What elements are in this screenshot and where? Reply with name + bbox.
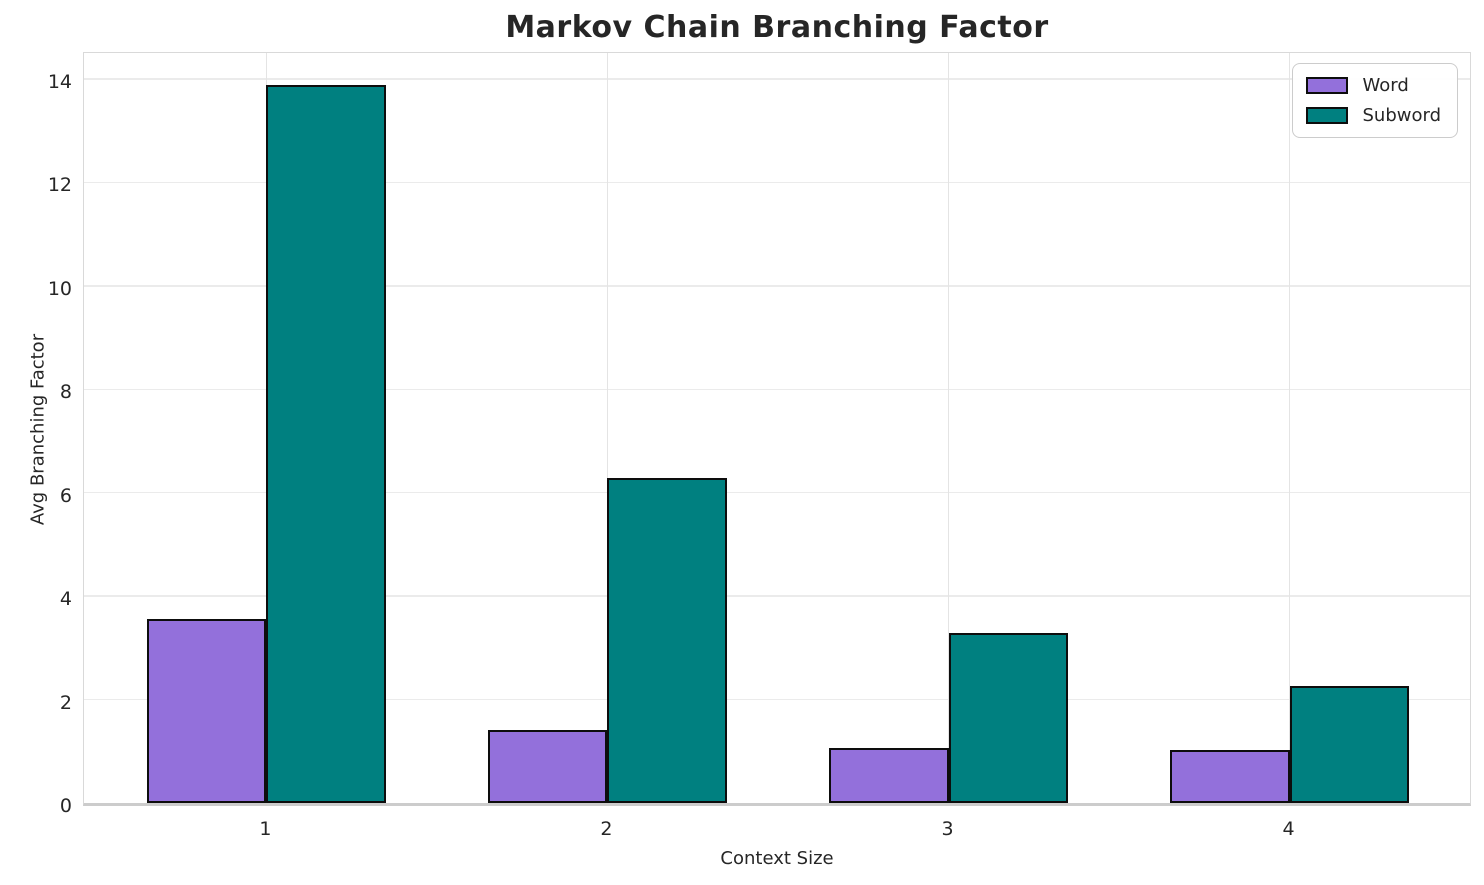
x-tick-label-2: 2: [600, 818, 613, 840]
y-axis-ticks: 0 2 4 6 8 10 12 14: [10, 52, 72, 817]
x-axis-ticks: 1 2 3 4: [83, 818, 1471, 846]
gridline-y-10: [84, 285, 1470, 287]
legend-item-word: Word: [1306, 75, 1441, 96]
x-tick-label-3: 3: [941, 818, 954, 840]
bar-word-context-3: [829, 748, 949, 803]
gridline-y-6: [84, 491, 1470, 494]
y-tick-label-8: 8: [59, 381, 72, 404]
legend-item-subword: Subword: [1306, 105, 1441, 126]
legend-label-word: Word: [1362, 75, 1409, 96]
y-tick-label-14: 14: [47, 70, 72, 93]
bar-subword-context-4: [1289, 686, 1409, 803]
y-tick-label-6: 6: [59, 484, 72, 507]
bar-subword-context-1: [266, 85, 386, 803]
x-tick-label-4: 4: [1282, 818, 1295, 840]
y-tick-label-4: 4: [59, 588, 72, 611]
gridline-y-8: [84, 388, 1470, 391]
chart-legend: Word Subword: [1292, 63, 1458, 138]
gridline-y-2: [84, 698, 1470, 701]
y-axis-label: Avg Branching Factor: [27, 333, 49, 526]
gridline-x-4: [1288, 53, 1291, 803]
gridline-y-4: [84, 595, 1470, 597]
chart-title: Markov Chain Branching Factor: [505, 10, 1049, 45]
bar-word-context-4: [1170, 750, 1290, 803]
x-tick-label-1: 1: [259, 818, 272, 840]
y-tick-label-10: 10: [47, 277, 72, 300]
bar-word-context-2: [488, 730, 608, 803]
x-axis-label: Context Size: [720, 848, 834, 869]
gridline-x-3: [947, 53, 950, 803]
y-tick-label-12: 12: [47, 174, 72, 197]
plot-area: Word Subword: [83, 52, 1471, 806]
bar-word-context-1: [147, 619, 267, 803]
y-tick-label-2: 2: [59, 691, 72, 714]
legend-label-subword: Subword: [1362, 105, 1441, 126]
bar-subword-context-2: [607, 477, 727, 803]
y-tick-label-0: 0: [59, 795, 72, 817]
bar-subword-context-3: [948, 632, 1068, 803]
gridline-y-14: [84, 78, 1470, 80]
gridline-y-12: [84, 181, 1470, 184]
gridline-x-2: [606, 53, 609, 803]
legend-swatch-word: [1306, 77, 1349, 94]
legend-swatch-subword: [1306, 107, 1349, 124]
